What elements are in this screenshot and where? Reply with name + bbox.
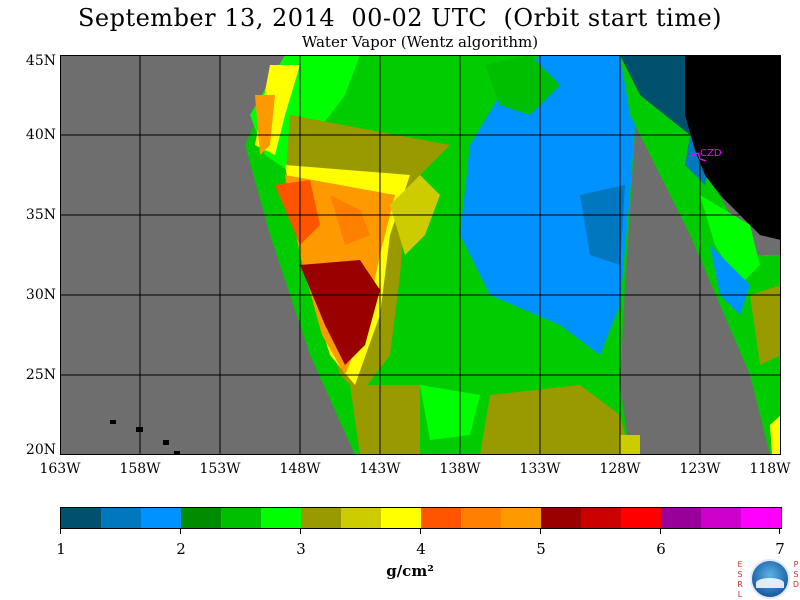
- colorbar-segment: [101, 508, 141, 528]
- colorbar-segment: [221, 508, 261, 528]
- colorbar-tick: [660, 528, 661, 534]
- colorbar-segment: [581, 508, 621, 528]
- colorbar-segment: [301, 508, 341, 528]
- colorbar-units: g/cm²: [386, 562, 434, 580]
- lon-label-123w: 123W: [679, 461, 721, 477]
- colorbar-segment: [181, 508, 221, 528]
- lon-label-148w: 148W: [279, 461, 321, 477]
- noaa-emblem-icon: [750, 559, 790, 599]
- chart-subtitle: Water Vapor (Wentz algorithm): [301, 33, 539, 51]
- lon-label-153w: 153W: [199, 461, 241, 477]
- lon-label-143w: 143W: [359, 461, 401, 477]
- colorbar-segment: [501, 508, 541, 528]
- map-svg: CZD: [60, 55, 781, 455]
- lon-label-133w: 133W: [519, 461, 561, 477]
- colorbar-label-5: 5: [536, 540, 546, 558]
- colorbar-tick: [540, 528, 541, 534]
- lon-label-118w: 118W: [749, 461, 791, 477]
- lon-label-163w: 163W: [39, 461, 81, 477]
- colorbar-label-2: 2: [176, 540, 186, 558]
- colorbar-label-3: 3: [296, 540, 306, 558]
- lon-label-128w: 128W: [599, 461, 641, 477]
- colorbar-label-1: 1: [56, 540, 66, 558]
- lat-lon-grid: [60, 55, 781, 455]
- colorbar-segment: [661, 508, 701, 528]
- colorbar-segment: [621, 508, 661, 528]
- colorbar-segment: [381, 508, 421, 528]
- colorbar-label-6: 6: [656, 540, 666, 558]
- colorbar-segment: [701, 508, 741, 528]
- lat-label-40n: 40N: [25, 127, 56, 143]
- lat-label-25n: 25N: [25, 367, 56, 383]
- colorbar-tick: [779, 528, 780, 534]
- colorbar-segment: [61, 508, 101, 528]
- water-vapor-map: CZD: [60, 55, 781, 455]
- lat-label-45n: 45N: [25, 53, 56, 69]
- czd-station-marker: CZD: [691, 148, 722, 162]
- lat-label-35n: 35N: [25, 207, 56, 223]
- colorbar-segment: [421, 508, 461, 528]
- lat-label-30n: 30N: [25, 287, 56, 303]
- colorbar-segment: [741, 508, 781, 528]
- colorbar-tick: [180, 528, 181, 534]
- chart-title: September 13, 2014 00-02 UTC (Orbit star…: [77, 4, 723, 32]
- colorbar-segment: [141, 508, 181, 528]
- lon-label-158w: 158W: [119, 461, 161, 477]
- swath-main: [245, 55, 640, 455]
- colorbar-segment: [541, 508, 581, 528]
- lat-label-20n: 20N: [25, 442, 56, 458]
- colorbar: [60, 507, 782, 529]
- colorbar-label-7: 7: [775, 540, 785, 558]
- colorbar-tick: [60, 528, 61, 534]
- colorbar-segment: [461, 508, 501, 528]
- lon-label-138w: 138W: [439, 461, 481, 477]
- colorbar-tick: [300, 528, 301, 534]
- colorbar-tick: [420, 528, 421, 534]
- colorbar-label-4: 4: [416, 540, 426, 558]
- colorbar-segment: [261, 508, 301, 528]
- colorbar-segment: [341, 508, 381, 528]
- czd-label: CZD: [700, 148, 722, 159]
